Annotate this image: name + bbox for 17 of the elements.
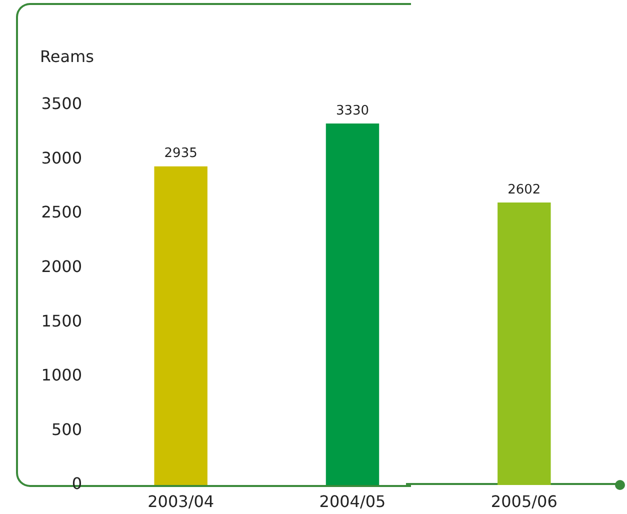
y-tick-label: 1500 <box>41 311 82 330</box>
x-tick-label: 2005/06 <box>490 492 558 511</box>
bar <box>326 123 380 485</box>
y-tick-label: 2500 <box>41 202 82 222</box>
y-tick-label: 500 <box>51 420 82 439</box>
y-tick-label: 1000 <box>41 366 82 385</box>
y-axis-title: Reams <box>40 47 94 66</box>
data-label: 2602 <box>508 182 541 198</box>
data-label: 2935 <box>164 146 198 162</box>
x-tick-label: 2003/04 <box>148 492 214 511</box>
bar <box>498 202 551 485</box>
y-tick-label: 3000 <box>41 148 82 168</box>
bar <box>154 166 208 485</box>
y-tick-label: 3500 <box>41 94 82 114</box>
x-tick-label: 2004/05 <box>319 492 386 511</box>
y-tick-label: 2000 <box>41 257 82 276</box>
data-label: 3330 <box>336 103 370 118</box>
